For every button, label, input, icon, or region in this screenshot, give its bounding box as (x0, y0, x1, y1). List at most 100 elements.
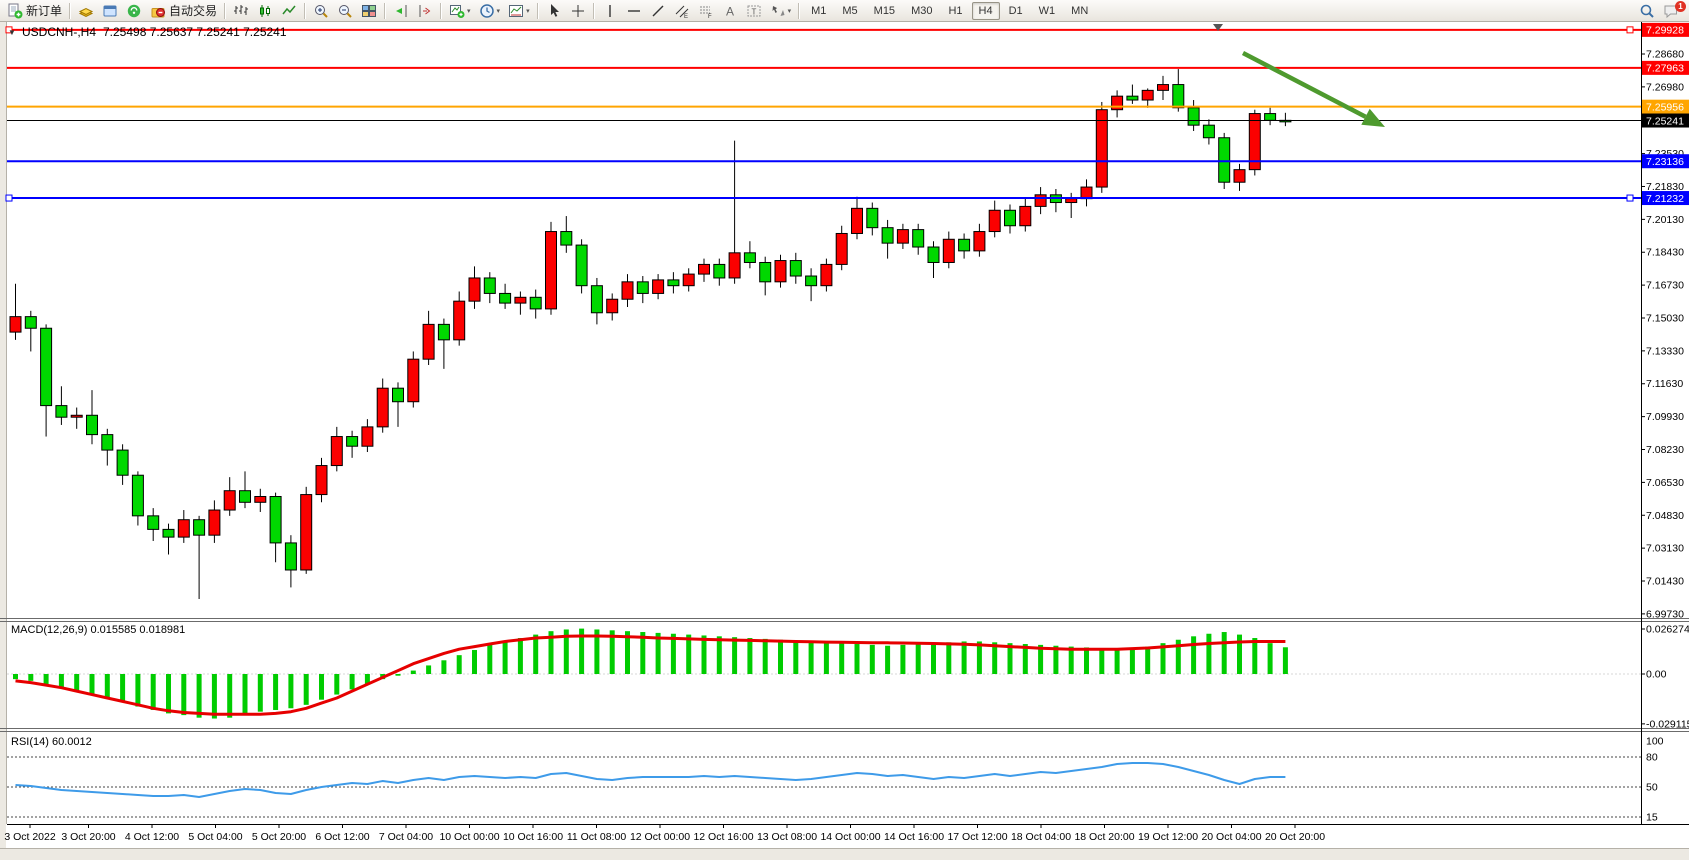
indicators-button[interactable]: ▾ (446, 0, 474, 22)
periods-button[interactable]: ▾ (476, 0, 504, 22)
time-axis-label: 13 Oct 08:00 (757, 831, 817, 843)
candle (545, 221, 557, 315)
chat-button[interactable]: 1 (1660, 0, 1686, 22)
new-order-button[interactable]: 新订单 (4, 0, 65, 22)
candle (988, 200, 1001, 238)
candle (621, 274, 634, 307)
trendline-button[interactable] (647, 0, 669, 22)
candle (1019, 198, 1032, 232)
channel-button[interactable]: E (671, 0, 693, 22)
chart-bars-button[interactable] (230, 0, 252, 22)
price-tick-label: 7.28680 (1646, 49, 1684, 61)
candle (147, 508, 160, 541)
candle (789, 252, 802, 284)
time-axis-label: 3 Oct 20:00 (61, 831, 115, 843)
chart-candles-button[interactable] (254, 0, 276, 22)
candle (346, 430, 359, 458)
candle (24, 310, 37, 352)
price-tick-label: 7.18430 (1646, 247, 1684, 259)
chart-shift-marker[interactable] (1213, 24, 1223, 31)
timeframe-h1-button[interactable]: H1 (948, 4, 963, 17)
text-label-button[interactable]: T (743, 0, 765, 22)
timeframe-m30-button[interactable]: M30 (911, 4, 933, 17)
zoom-in-button[interactable] (310, 0, 332, 22)
indicators-dropdown-caret[interactable]: ▾ (467, 7, 471, 15)
candle (1248, 109, 1261, 176)
candle (728, 140, 741, 284)
candle (866, 202, 879, 236)
signals-button[interactable] (123, 0, 145, 22)
candle (86, 390, 98, 445)
cursor-button[interactable] (543, 0, 565, 22)
templates-dropdown-caret[interactable]: ▾ (526, 7, 530, 15)
autotrading-button[interactable]: 自动交易 (147, 0, 220, 22)
arrows-dropdown-caret[interactable]: ▾ (787, 7, 792, 15)
zoom-out-button[interactable] (334, 0, 356, 22)
price-tick-label: 7.21830 (1646, 181, 1684, 193)
candle (820, 258, 833, 292)
toolbar-separator (798, 2, 801, 19)
templates-button[interactable]: ▾ (505, 0, 533, 22)
rsi-indicator-label: RSI(14) 60.0012 (11, 736, 92, 748)
periods-dropdown-caret[interactable]: ▾ (496, 7, 501, 15)
timeframe-m1-button[interactable]: M1 (811, 4, 827, 17)
tile-windows-button[interactable] (358, 0, 380, 22)
chart-shift-button[interactable] (414, 0, 436, 22)
search-icon (1640, 4, 1654, 18)
line-handle-marker[interactable] (5, 26, 13, 34)
new-order-icon (8, 3, 23, 18)
timeframe-m15-button[interactable]: M15 (873, 4, 896, 17)
candle (239, 471, 251, 509)
candle (575, 239, 588, 294)
price-badge-label: 7.21232 (1646, 193, 1684, 205)
trend-arrow-head[interactable] (1361, 108, 1385, 127)
time-axis-label: 17 Oct 12:00 (947, 831, 1007, 843)
candle (131, 471, 144, 526)
rsi-axis-label: 15 (1646, 812, 1658, 824)
candle (667, 272, 680, 294)
vertical-line-icon (608, 4, 611, 17)
navigator-button[interactable] (99, 0, 121, 22)
arrows-icon (772, 5, 785, 16)
candle (912, 223, 925, 255)
notification-badge: 1 (1675, 1, 1686, 12)
trend-arrow-line[interactable] (1241, 51, 1367, 119)
chart-line-button[interactable] (278, 0, 300, 22)
toolbar-separator (304, 2, 307, 19)
toolbar-separator (536, 2, 539, 19)
crosshair-button[interactable] (567, 0, 589, 22)
chart-dropdown-icon[interactable]: ▼ (8, 28, 16, 37)
line-handle-marker[interactable] (1626, 194, 1634, 202)
timeframe-h4-button[interactable]: H4 (971, 1, 1000, 20)
horizontal-line-button[interactable] (623, 0, 645, 22)
chart-canvas[interactable]: 7.286807.269807.252807.235307.218307.201… (0, 22, 1689, 860)
candle (698, 258, 710, 282)
timeframe-d1-button[interactable]: D1 (1008, 4, 1023, 17)
arrows-button[interactable]: ▾ (767, 0, 795, 22)
price-tick-label: 7.04830 (1646, 510, 1684, 522)
chart-ohlc-values: 7.25498 7.25637 7.25241 7.25241 (103, 25, 287, 39)
fibonacci-button[interactable]: F (695, 0, 717, 22)
candle (958, 233, 971, 259)
candle (682, 268, 695, 292)
timeframe-w1-button[interactable]: W1 (1038, 4, 1056, 17)
zoom-in-icon (315, 4, 328, 18)
auto-scroll-button[interactable] (390, 0, 412, 22)
candle (652, 274, 665, 300)
timeframe-m5-button[interactable]: M5 (842, 4, 858, 17)
line-handle-marker[interactable] (5, 194, 13, 202)
vertical-line-button[interactable] (599, 0, 621, 22)
search-button[interactable] (1636, 0, 1658, 22)
text-button[interactable]: A (719, 0, 741, 22)
new-order-label: 新订单 (26, 4, 63, 18)
candle (1111, 90, 1124, 118)
market-watch-button[interactable] (75, 0, 97, 22)
time-axis-label: 7 Oct 04:00 (379, 831, 433, 843)
timeframe-mn-button[interactable]: MN (1071, 4, 1089, 17)
candle (101, 428, 114, 466)
line-handle-marker[interactable] (1626, 26, 1634, 34)
candle (208, 500, 221, 543)
candle (177, 510, 190, 543)
time-axis-label: 12 Oct 00:00 (630, 831, 690, 843)
main-toolbar: 新订单 自动交易 ▾ ▾ ▾ E F A T ▾ M1 M5 M15 M30 H1 H4 D1 W1 MN 1 (0, 0, 1689, 22)
